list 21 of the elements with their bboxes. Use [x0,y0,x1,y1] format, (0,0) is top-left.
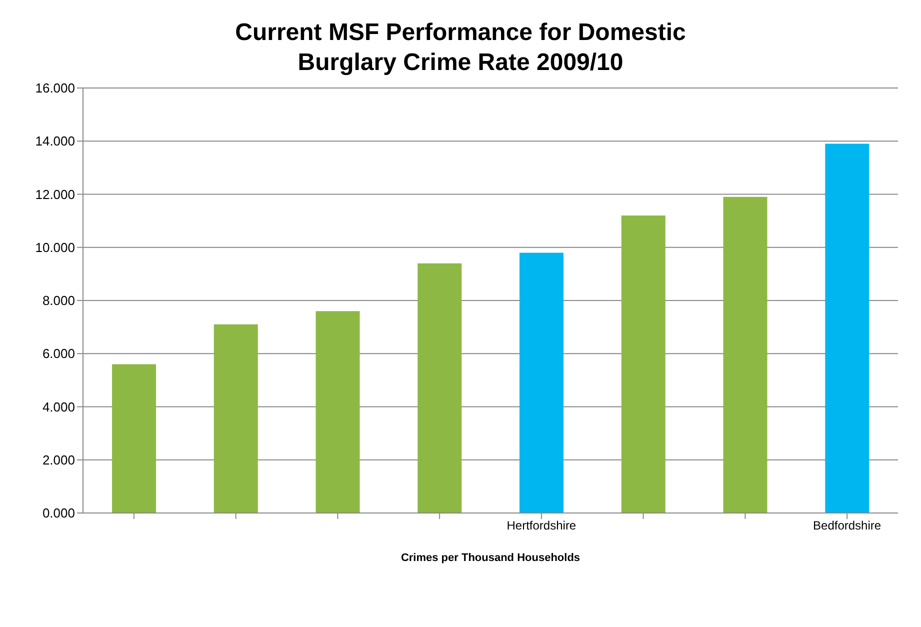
bar [316,311,360,513]
y-tick-label: 2.000 [42,452,75,468]
y-tick-label: 0.000 [42,506,75,521]
chart-title: Current MSF Performance for Domestic Burglary Crime Rate 2009/10 [234,18,687,78]
y-tick-label: 6.000 [42,346,75,362]
bar [825,144,870,513]
y-tick-label: 12.000 [35,186,75,202]
y-tick-label: 4.000 [42,399,75,414]
y-tick-label: 14.000 [35,134,75,149]
bar [520,252,564,513]
y-tick-label: 10.000 [35,240,75,255]
x-tick-label: Hertfordshire [506,518,576,533]
y-tick-label: 8.000 [42,293,75,308]
x-tick-label: Bedfordshire [813,518,882,533]
bar [723,196,768,513]
y-tick-label: 16.000 [35,80,75,96]
bar [214,324,258,513]
bar [621,216,666,513]
bar [418,263,462,513]
x-axis-title: Crimes per Thousand Households [400,552,582,564]
bar [112,364,156,513]
